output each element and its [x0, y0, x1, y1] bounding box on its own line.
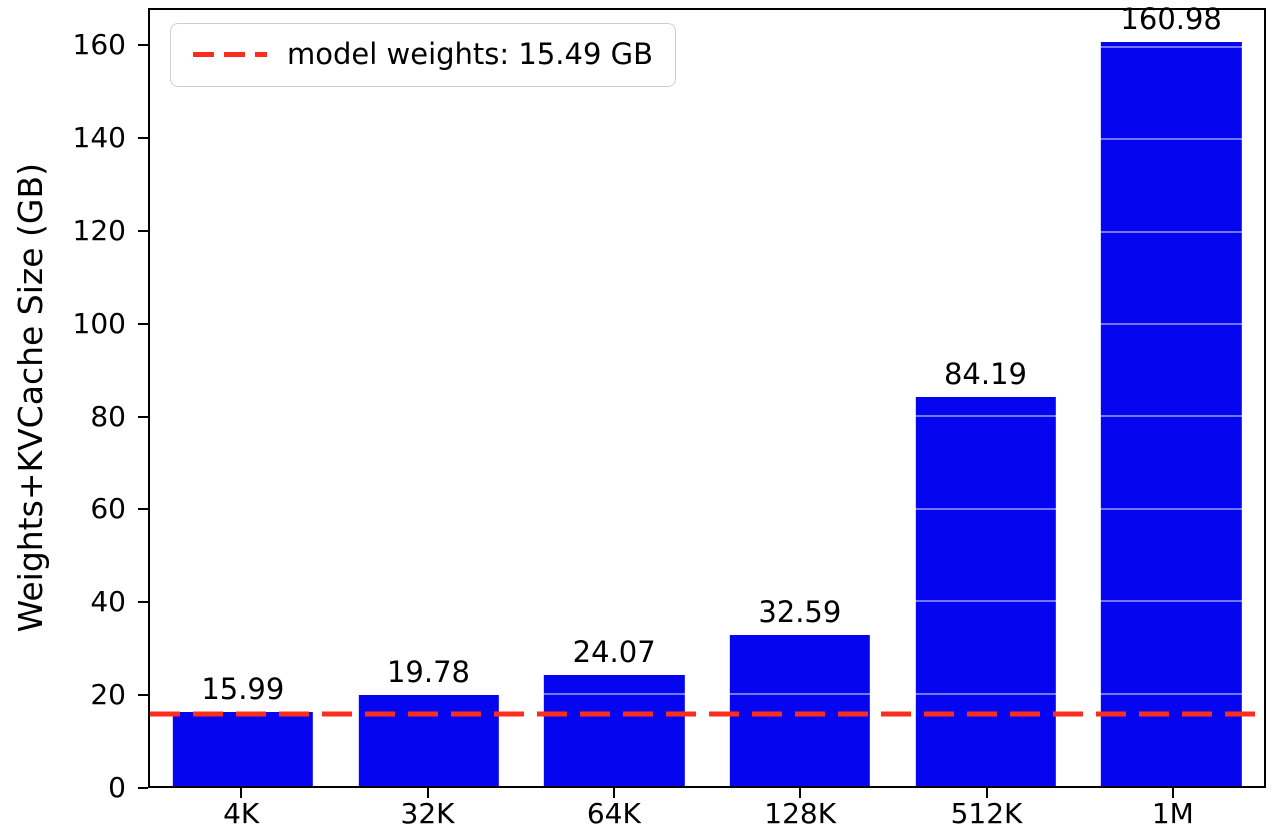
- bar: [172, 712, 314, 786]
- legend-label: model weights: 15.49 GB: [287, 37, 653, 71]
- x-tick-mark: [240, 788, 243, 798]
- gridline-overlay: [150, 507, 1264, 510]
- x-tick-label: 4K: [223, 797, 260, 830]
- bar-value-label: 24.07: [572, 634, 656, 669]
- bar: [358, 694, 499, 786]
- legend-dashed-line-sample: [193, 52, 267, 58]
- y-tick-label: 80: [90, 399, 126, 433]
- x-tick-mark: [426, 788, 429, 798]
- y-tick-mark: [138, 601, 148, 604]
- y-tick-label: 0: [108, 771, 126, 804]
- bar-value-label: 19.78: [386, 654, 471, 689]
- gridline-overlay: [150, 323, 1264, 326]
- x-tick-mark: [1171, 788, 1174, 798]
- gridline-overlay: [150, 45, 1264, 48]
- bar: [729, 635, 871, 786]
- x-tick-mark: [985, 788, 988, 798]
- y-tick-label: 140: [72, 120, 126, 154]
- threshold-line: [150, 711, 1264, 717]
- y-tick-label: 120: [72, 213, 126, 247]
- plot-area: model weights: 15.49 GB 15.99 19.78 24.07 3…: [148, 2, 1266, 788]
- y-tick-label: 60: [90, 492, 126, 526]
- y-tick-label: 100: [72, 306, 126, 340]
- x-tick-mark: [612, 788, 615, 798]
- gridline-overlay: [150, 230, 1264, 233]
- bar-value-label: 160.98: [1120, 2, 1222, 37]
- x-tick-label: 32K: [400, 797, 455, 830]
- y-tick-label: 40: [90, 585, 126, 619]
- y-tick-mark: [138, 229, 148, 232]
- y-tick-mark: [138, 136, 148, 139]
- y-tick-mark: [138, 508, 148, 511]
- bar-value-label: 84.19: [943, 357, 1028, 392]
- x-tick-label: 64K: [586, 797, 641, 830]
- bar-value-label: 15.99: [201, 672, 285, 707]
- bar: [915, 397, 1056, 786]
- bar: [1100, 42, 1242, 786]
- x-tick-label: 512K: [950, 797, 1023, 830]
- y-tick-label: 20: [90, 678, 126, 712]
- y-tick-mark: [138, 44, 148, 47]
- gridline-overlay: [150, 138, 1264, 141]
- x-axis: 4K 32K 64K 128K 512K 1M: [148, 788, 1266, 836]
- gridline-overlay: [150, 600, 1264, 603]
- y-tick-mark: [138, 322, 148, 325]
- x-tick-mark: [799, 788, 802, 798]
- y-axis: 0 20 40 60 80 100 120 140 160: [0, 8, 148, 802]
- y-tick-mark: [138, 694, 148, 697]
- bar: [543, 674, 685, 786]
- x-tick-label: 128K: [764, 797, 837, 830]
- gridline-overlay: [150, 692, 1264, 695]
- y-tick-label: 160: [72, 28, 126, 62]
- y-tick-mark: [138, 415, 148, 418]
- bar-value-label: 32.59: [758, 595, 842, 630]
- gridline-overlay: [150, 415, 1264, 418]
- y-tick-mark: [138, 787, 148, 789]
- x-tick-label: 1M: [1151, 797, 1194, 830]
- legend: model weights: 15.49 GB: [170, 23, 676, 87]
